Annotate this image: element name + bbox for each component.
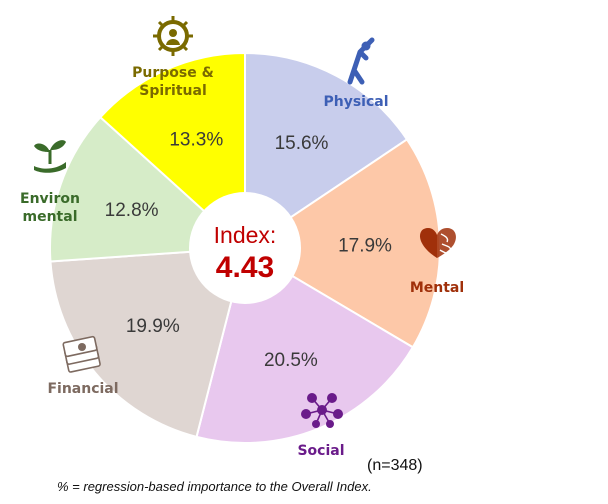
dharma-wheel-icon — [153, 16, 193, 56]
center-value: 4.43 — [216, 251, 274, 284]
sprout-hand-icon — [34, 140, 66, 173]
brain-heart-icon — [419, 228, 456, 258]
pie-slice-financial — [49, 246, 247, 439]
center-title: Index: — [214, 222, 277, 248]
pie-category-label: Physical — [323, 94, 388, 110]
pie-category-label: Mental — [410, 280, 464, 296]
people-network-icon — [301, 393, 343, 428]
pie-icons — [34, 16, 456, 428]
sample-size: (n=348) — [367, 457, 423, 474]
pie-percent-label: 12.8% — [105, 200, 159, 221]
footnote: % = regression-based importance to the O… — [57, 479, 372, 494]
stretching-person-icon — [347, 37, 375, 85]
pie-slice-physical — [244, 51, 409, 250]
pie-category-labels: Physical Mental Social Financial Environ ment… — [20, 65, 464, 459]
pie-percent-labels: 15.6% 17.9% 20.5% 19.9% 12.8% 13.3% — [105, 129, 392, 371]
money-stack-icon — [62, 335, 101, 373]
pie-percent-label: 19.9% — [126, 316, 180, 337]
pie-percent-label: 15.6% — [275, 133, 329, 154]
pie-category-label: Financial — [47, 381, 118, 397]
pie-percent-label: 13.3% — [169, 129, 223, 150]
pie-percent-label: 20.5% — [264, 350, 318, 371]
pie-category-label: Environ — [20, 191, 80, 207]
pie-category-label: Spiritual — [139, 83, 207, 99]
pie-category-label: Purpose & — [132, 65, 214, 81]
pie-category-label: mental — [23, 209, 78, 225]
pie-percent-label: 17.9% — [338, 236, 392, 257]
pie-category-label: Social — [297, 443, 344, 459]
center-hole — [189, 192, 301, 304]
pie-slice-purpose-spiritual — [98, 51, 246, 251]
